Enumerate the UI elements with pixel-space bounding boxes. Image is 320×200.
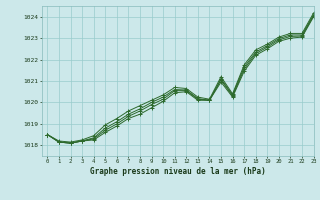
- X-axis label: Graphe pression niveau de la mer (hPa): Graphe pression niveau de la mer (hPa): [90, 167, 266, 176]
